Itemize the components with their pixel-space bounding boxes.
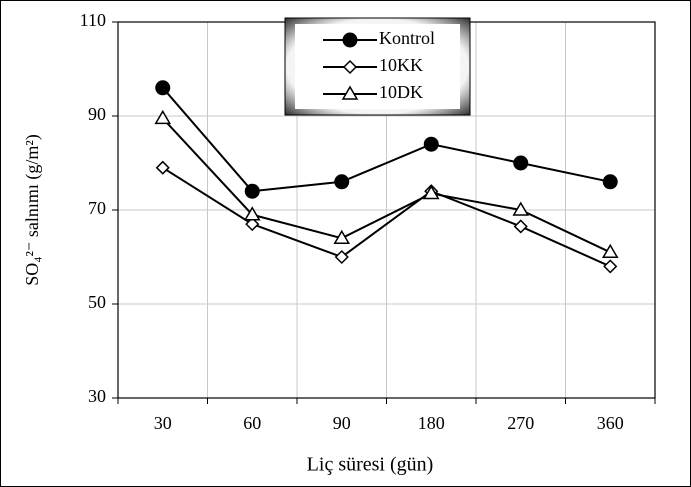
series-line xyxy=(162,117,611,254)
point xyxy=(154,109,172,125)
point xyxy=(333,229,351,244)
legend-marker xyxy=(342,32,358,48)
point xyxy=(245,217,260,232)
point xyxy=(422,185,440,200)
x-tick-label: 30 xyxy=(154,413,172,433)
legend-label: 10KK xyxy=(379,55,423,75)
y-tick-label: 50 xyxy=(88,292,106,312)
point xyxy=(602,174,618,190)
y-tick-label: 70 xyxy=(88,198,106,218)
x-tick-label: 360 xyxy=(597,413,624,433)
x-tick-label: 270 xyxy=(507,413,534,433)
point xyxy=(603,259,618,274)
y-tick-label: 90 xyxy=(88,104,106,124)
legend-inner xyxy=(295,24,460,109)
x-axis-label: Liç süresi (gün) xyxy=(307,454,434,476)
point xyxy=(244,183,260,199)
series-line xyxy=(162,166,611,268)
legend-label: 10DK xyxy=(379,82,423,102)
y-tick-label: 110 xyxy=(80,10,106,30)
point xyxy=(334,174,350,190)
y-tick-label: 30 xyxy=(88,386,106,406)
point xyxy=(423,136,439,152)
legend-label: Kontrol xyxy=(379,28,435,48)
point xyxy=(155,80,171,96)
point xyxy=(155,160,170,175)
y-axis-label: SO₄²⁻ salnımı (g/m²) xyxy=(22,134,43,286)
point xyxy=(334,249,349,265)
point xyxy=(243,206,261,221)
legend-marker xyxy=(341,85,359,100)
series-line xyxy=(161,87,611,193)
x-tick-label: 180 xyxy=(418,413,445,433)
point xyxy=(513,155,529,171)
point xyxy=(601,243,619,259)
point xyxy=(513,219,528,234)
legend-marker xyxy=(342,59,358,75)
x-tick-label: 90 xyxy=(333,413,351,433)
x-tick-label: 60 xyxy=(243,413,261,433)
point xyxy=(512,201,530,216)
